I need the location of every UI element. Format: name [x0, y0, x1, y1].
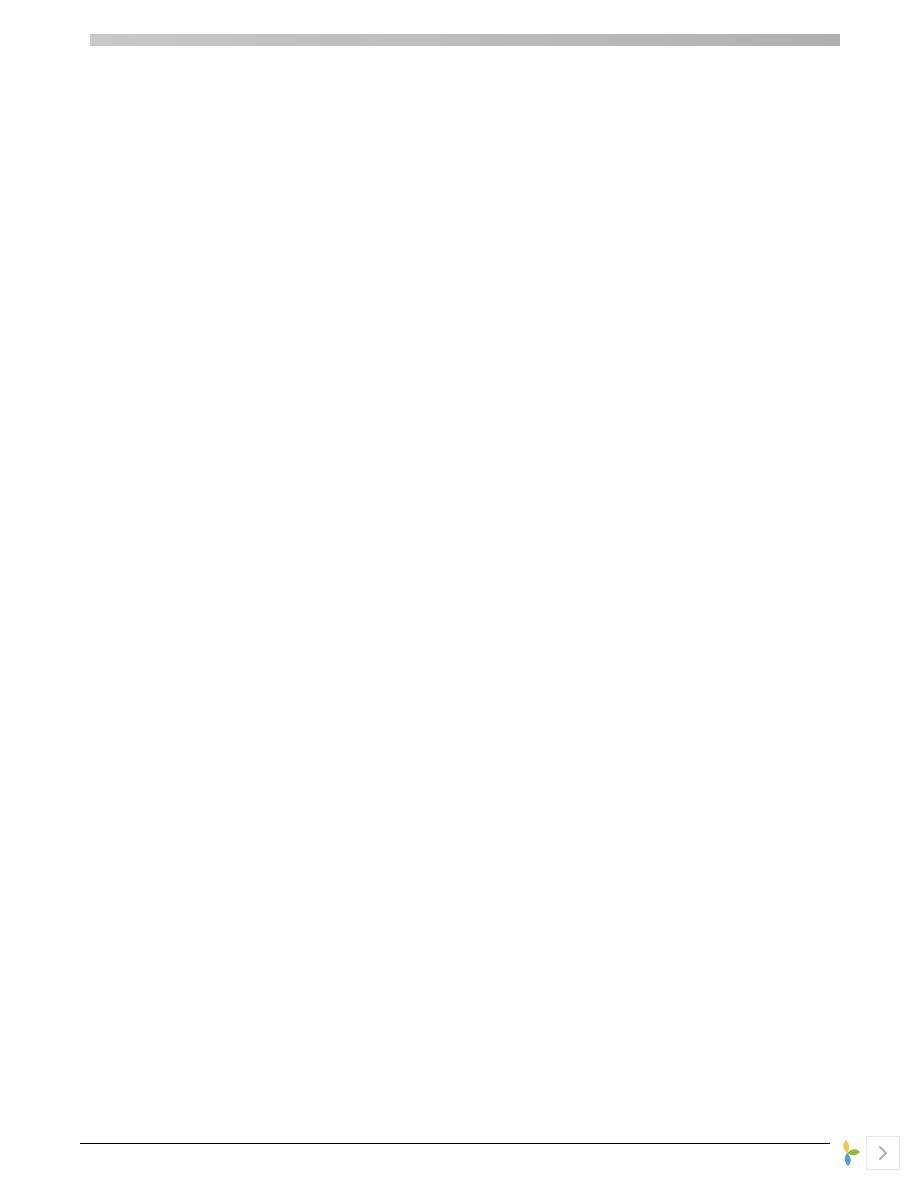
- page-footer: [80, 1139, 838, 1162]
- table4-title: [80, 98, 838, 113]
- header-gray-bar: [90, 34, 840, 46]
- next-page-icon[interactable]: [866, 1136, 900, 1170]
- logo-icon: [830, 1136, 864, 1170]
